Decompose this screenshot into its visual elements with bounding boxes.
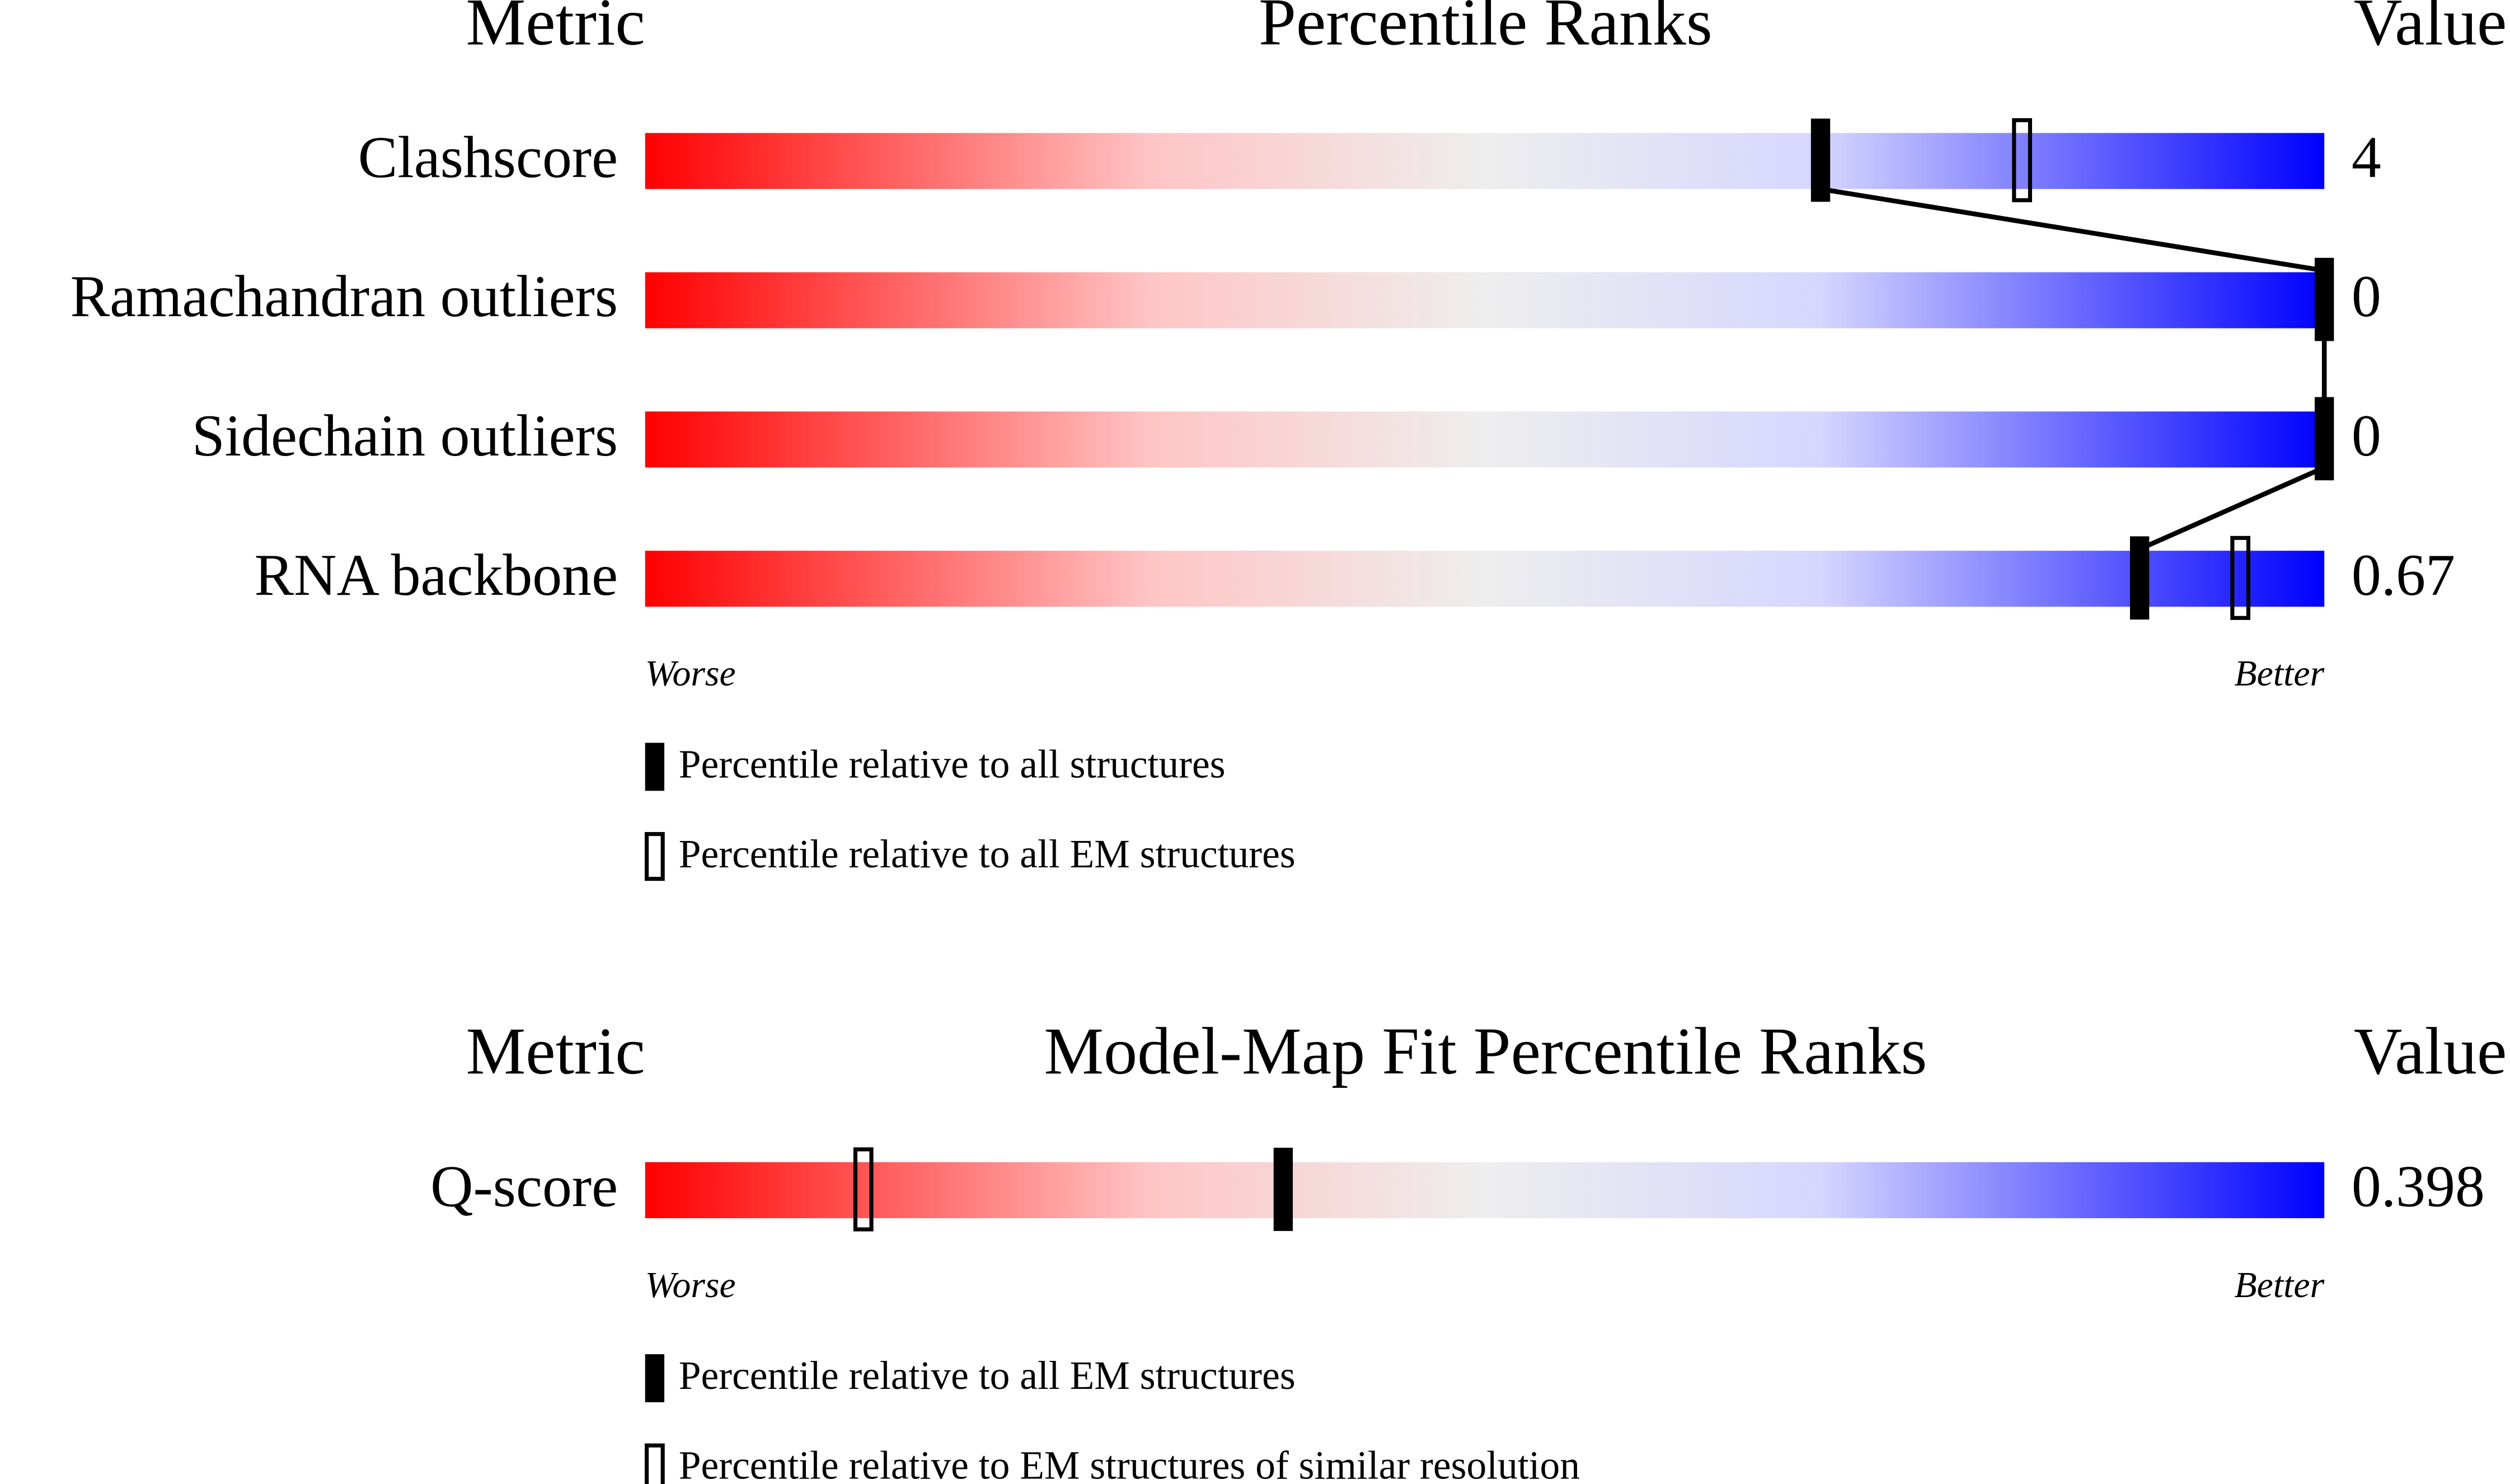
- filled-marker: [1273, 1148, 1293, 1231]
- legend-filled-swatch: [645, 1354, 665, 1402]
- legend-open-text: Percentile relative to all EM structures: [679, 832, 1296, 876]
- gradient-bar: [645, 133, 2325, 189]
- metric-value: 4: [2352, 124, 2381, 190]
- worse-label: Worse: [645, 653, 736, 694]
- legend-filled-swatch: [645, 743, 665, 791]
- open-marker: [853, 1147, 874, 1232]
- header-metric: Metric: [466, 0, 645, 59]
- open-marker: [2012, 118, 2032, 203]
- filled-marker: [2129, 536, 2150, 620]
- metric-label: Sidechain outliers: [192, 403, 618, 468]
- better-label: Better: [2234, 653, 2324, 694]
- legend-filled-text: Percentile relative to all EM structures: [679, 1354, 1296, 1398]
- worse-label: Worse: [645, 1265, 736, 1305]
- connector: [1820, 186, 2325, 273]
- metric-value: 0: [2352, 264, 2381, 329]
- metric-value: 0: [2352, 403, 2381, 468]
- metric-label: Q-score: [430, 1153, 618, 1219]
- metric-label: RNA backbone: [255, 542, 618, 608]
- header-value: Value: [2354, 0, 2507, 59]
- metric-value: 0.398: [2352, 1153, 2485, 1219]
- better-label: Better: [2234, 1265, 2324, 1305]
- header-title: Model-Map Fit Percentile Ranks: [1044, 1013, 1927, 1088]
- open-marker: [2230, 536, 2251, 620]
- filled-marker: [2315, 397, 2334, 481]
- legend-filled-text: Percentile relative to all structures: [679, 743, 1226, 787]
- gradient-bar: [645, 551, 2325, 607]
- header-metric: Metric: [466, 1013, 645, 1088]
- metric-value: 0.67: [2352, 542, 2455, 608]
- metric-label: Clashscore: [358, 124, 618, 190]
- metric-label: Ramachandran outliers: [71, 264, 618, 329]
- legend-open-text: Percentile relative to EM structures of …: [679, 1443, 1580, 1484]
- header-title: Percentile Ranks: [1259, 0, 1713, 59]
- gradient-bar: [645, 1162, 2325, 1218]
- header-value: Value: [2354, 1013, 2507, 1088]
- legend-open-swatch: [644, 1443, 665, 1484]
- legend-open-swatch: [644, 832, 665, 881]
- gradient-bar: [645, 411, 2325, 468]
- connector: [2138, 465, 2325, 552]
- gradient-bar: [645, 272, 2325, 328]
